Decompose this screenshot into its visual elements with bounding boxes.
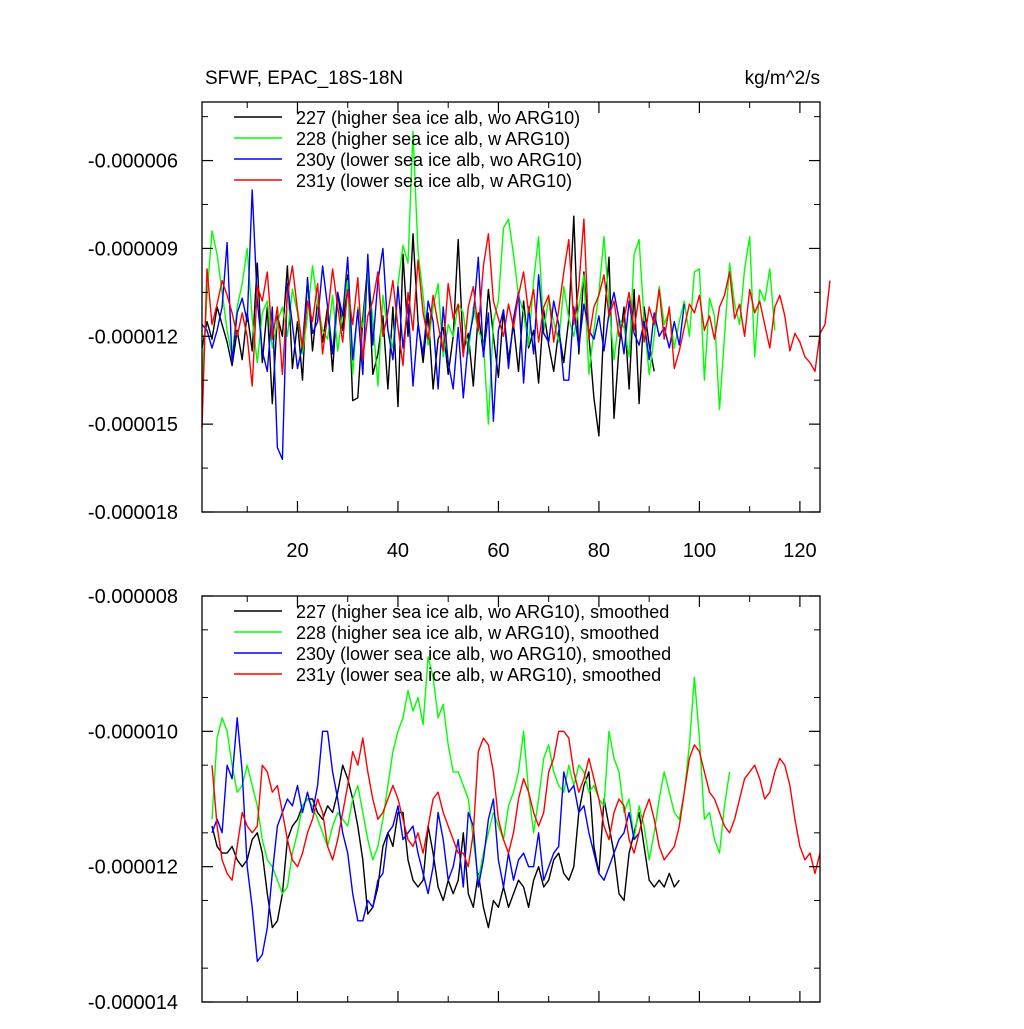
bottom-panel-legend: 227 (higher sea ice alb, wo ARG10), smoo… [234, 602, 671, 685]
top-panel-xtick-label: 100 [683, 540, 716, 562]
bottom-panel-ytick-label: -0.000010 [88, 721, 178, 743]
top-panel-title: SFWF, EPAC_18S-18N [205, 68, 403, 89]
top-panel-ytick-label: -0.000015 [88, 414, 178, 436]
top-panel-ytick-label: -0.000012 [88, 326, 178, 348]
bottom-panel-frame [201, 595, 821, 1003]
top-panel-ytick-label: -0.000018 [88, 502, 178, 524]
top-panel: SFWF, EPAC_18S-18N kg/m^2/s -0.000018-0.… [88, 68, 831, 562]
top-panel-frame [201, 101, 821, 513]
top-panel-series-line-2 [201, 189, 685, 460]
bottom-panel-ytick-label: -0.000014 [88, 992, 178, 1014]
bottom-panel-ytick-label: -0.000008 [88, 586, 178, 608]
top-panel-legend: 227 (higher sea ice alb, wo ARG10)228 (h… [234, 108, 582, 191]
top-panel-units: kg/m^2/s [745, 68, 820, 89]
top-panel-xtick-label: 80 [588, 540, 610, 562]
top-panel-ytick-label: -0.000009 [88, 238, 178, 260]
bottom-panel-legend-label-0: 227 (higher sea ice alb, wo ARG10), smoo… [296, 602, 669, 622]
top-panel-ytick-label: -0.000006 [88, 151, 178, 173]
top-panel-legend-label-3: 231y (lower sea ice alb, w ARG10) [296, 171, 572, 191]
top-panel-legend-label-2: 230y (lower sea ice alb, wo ARG10) [296, 150, 582, 170]
top-panel-legend-label-1: 228 (higher sea ice alb, w ARG10) [296, 129, 570, 149]
top-panel-xtick-label: 60 [487, 540, 509, 562]
bottom-panel-legend-label-1: 228 (higher sea ice alb, w ARG10), smoot… [296, 623, 659, 643]
top-panel-ticks: -0.000018 -0.000015 -0.000012 -0.000009 -0.0… [88, 102, 820, 562]
bottom-panel-ytick-label: -0.000012 [88, 857, 178, 879]
bottom-panel-legend-label-2: 230y (lower sea ice alb, wo ARG10), smoo… [296, 644, 671, 664]
bottom-panel-series [211, 656, 821, 963]
top-panel-legend-label-0: 227 (higher sea ice alb, wo ARG10) [296, 108, 580, 128]
top-panel-xtick-label: 120 [783, 540, 816, 562]
bottom-panel-ticks: -0.000014 -0.000012 -0.000010 -0.000008 [88, 586, 820, 1014]
bottom-panel-series-line-3 [211, 730, 821, 881]
bottom-panel-legend-label-3: 231y (lower sea ice alb, w ARG10), smoot… [296, 665, 661, 685]
top-panel-series [201, 130, 831, 460]
bottom-panel-series-line-2 [211, 717, 640, 963]
top-panel-xtick-label: 40 [387, 540, 409, 562]
bottom-panel-series-line-0 [211, 764, 680, 929]
top-panel-series-line-3 [201, 218, 831, 428]
bottom-panel: -0.000014 -0.000012 -0.000010 -0.000008 227… [88, 586, 821, 1014]
top-panel-xtick-label: 20 [286, 540, 308, 562]
